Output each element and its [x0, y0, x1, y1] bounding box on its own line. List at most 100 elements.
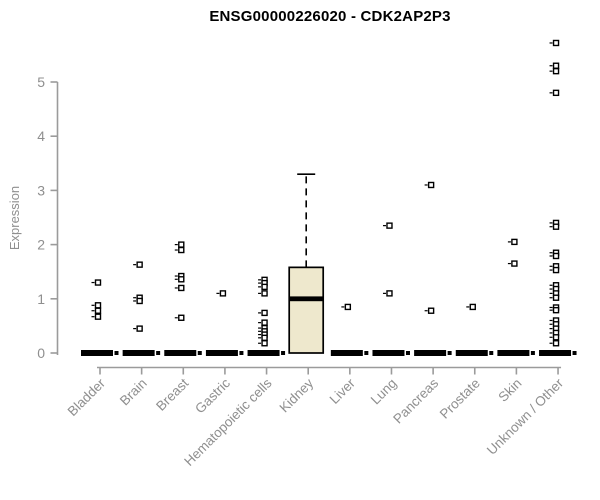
point-square [94, 279, 102, 286]
point-square [136, 261, 143, 268]
point-square [552, 39, 560, 47]
point-square [94, 307, 102, 314]
point-square [94, 313, 102, 320]
y-axis-title: Expression [7, 186, 22, 250]
collapsed-box-bar [497, 350, 530, 356]
x-tick-label-kidney: Kidney [277, 375, 317, 415]
point-square [386, 290, 393, 297]
zero-point-marker [156, 351, 161, 355]
point-square [552, 89, 560, 97]
data-point [258, 334, 268, 342]
point-square [261, 340, 268, 347]
category-group-kidney [288, 173, 325, 354]
data-point [549, 334, 560, 341]
data-point [549, 39, 560, 47]
point-square [552, 223, 560, 230]
y-tick-label: 3 [37, 182, 45, 198]
point-square [261, 290, 268, 297]
data-point [424, 307, 435, 314]
data-point [174, 246, 185, 254]
data-point [91, 279, 102, 286]
point-square [511, 260, 518, 267]
y-tick-label: 4 [37, 128, 45, 144]
point-square [427, 181, 435, 189]
zero-point-marker [489, 351, 494, 355]
x-tick-label-skin: Skin [495, 376, 524, 405]
data-point [174, 241, 185, 248]
data-point [424, 181, 435, 189]
zero-point-marker [447, 351, 452, 355]
collapsed-box-bar [247, 350, 280, 356]
point-square [178, 241, 185, 248]
data-point [382, 222, 393, 229]
category-group-gastric [205, 290, 244, 356]
collapsed-box-bar [372, 350, 405, 356]
data-point [174, 314, 185, 321]
zero-point-marker [364, 351, 369, 355]
zero-point-marker [530, 351, 535, 355]
data-point [258, 283, 268, 291]
collapsed-box-bar [81, 350, 113, 356]
median-line [289, 296, 324, 302]
y-tick-label: 0 [37, 345, 45, 361]
data-point [549, 294, 560, 301]
collapsed-box-bar [414, 350, 447, 356]
chart-title: ENSG00000226020 - CDK2AP2P3 [209, 8, 451, 25]
x-tick-label-liver: Liver [327, 375, 359, 407]
zero-point-marker [281, 351, 286, 355]
zero-point-marker [114, 351, 119, 355]
point-square [386, 222, 393, 229]
data-point [133, 325, 143, 332]
category-group-hematopoietic-cells [247, 276, 286, 356]
data-point [549, 252, 560, 260]
x-tick-label-lung: Lung [368, 376, 400, 408]
point-square [94, 302, 102, 309]
zero-point-marker [239, 351, 244, 355]
zero-point-marker [572, 351, 577, 355]
collapsed-box-bar [455, 350, 488, 356]
category-group-unknown-other [539, 39, 577, 356]
point-square [261, 334, 268, 342]
data-point [174, 284, 185, 292]
point-square [136, 297, 143, 305]
point-square [552, 266, 560, 274]
data-point [549, 306, 560, 314]
point-square [427, 307, 435, 314]
y-tick-label: 5 [37, 74, 45, 90]
data-point [174, 276, 185, 283]
data-point [91, 313, 102, 320]
data-point [91, 302, 102, 309]
category-group-lung [372, 222, 410, 356]
point-square [552, 294, 560, 301]
category-group-bladder [81, 279, 119, 356]
data-point [466, 303, 476, 311]
data-point [549, 223, 560, 230]
x-tick-label-prostate: Prostate [437, 376, 483, 422]
y-tick-label: 1 [37, 291, 45, 307]
data-point [549, 266, 560, 274]
point-square [178, 284, 185, 292]
data-point [258, 340, 268, 347]
point-square [261, 283, 268, 291]
data-point [341, 303, 352, 311]
point-square [552, 252, 560, 260]
point-square [136, 325, 143, 332]
data-point [258, 290, 268, 297]
collapsed-box-bar [164, 350, 197, 356]
y-tick-label: 2 [37, 237, 45, 253]
collapsed-box-bar [330, 350, 363, 356]
point-square [552, 334, 560, 341]
point-square [552, 67, 560, 75]
zero-point-marker [197, 351, 202, 355]
point-square [261, 319, 268, 326]
collapsed-box-bar [205, 350, 238, 356]
data-point [258, 309, 268, 317]
category-group-pancreas [414, 181, 452, 356]
data-point [382, 290, 393, 297]
data-point [549, 62, 560, 69]
data-point [216, 290, 227, 297]
point-square [552, 62, 560, 69]
data-point [549, 340, 560, 347]
collapsed-box-bar [122, 350, 155, 356]
